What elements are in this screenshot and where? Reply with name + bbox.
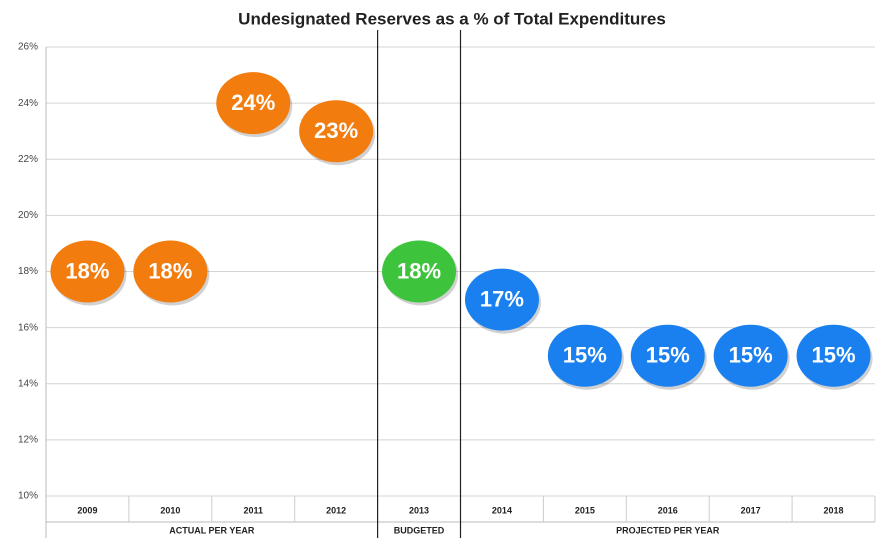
x-tick-label: 2014 (492, 505, 512, 515)
dot (299, 100, 374, 163)
dot (547, 324, 622, 387)
y-tick-label: 10% (18, 491, 38, 502)
dot (630, 324, 705, 387)
value-label: 23% (314, 118, 358, 143)
x-tick-label: 2009 (77, 505, 97, 515)
value-label: 15% (646, 343, 690, 368)
x-tick-label: 2011 (243, 505, 263, 515)
dot (133, 240, 208, 303)
x-tick-label: 2018 (824, 505, 844, 515)
y-tick-label: 16% (18, 322, 38, 333)
x-tick-label: 2012 (326, 505, 346, 515)
y-tick-label: 14% (18, 378, 38, 389)
value-label: 24% (231, 90, 275, 115)
y-tick-label: 26% (18, 42, 38, 53)
value-label: 18% (397, 258, 441, 283)
dot (713, 324, 788, 387)
group-label: PROJECTED PER YEAR (616, 525, 720, 535)
y-tick-label: 24% (18, 98, 38, 109)
value-label: 18% (65, 258, 109, 283)
value-label: 15% (729, 343, 773, 368)
value-label: 15% (812, 343, 856, 368)
dot (464, 268, 539, 331)
chart-title: Undesignated Reserves as a % of Total Ex… (238, 9, 666, 28)
y-tick-label: 18% (18, 266, 38, 277)
value-label: 18% (148, 258, 192, 283)
group-label: ACTUAL PER YEAR (169, 525, 255, 535)
y-tick-label: 12% (18, 435, 38, 446)
dot (50, 240, 125, 303)
x-tick-label: 2015 (575, 505, 595, 515)
value-label: 15% (563, 343, 607, 368)
x-tick-label: 2010 (160, 505, 180, 515)
value-label: 17% (480, 286, 524, 311)
y-tick-label: 22% (18, 154, 38, 165)
x-tick-label: 2017 (741, 505, 761, 515)
x-tick-label: 2016 (658, 505, 678, 515)
dot (382, 240, 457, 303)
group-label: BUDGETED (394, 525, 445, 535)
x-tick-label: 2013 (409, 505, 429, 515)
y-tick-label: 20% (18, 210, 38, 221)
dot (216, 72, 291, 135)
dot (796, 324, 871, 387)
